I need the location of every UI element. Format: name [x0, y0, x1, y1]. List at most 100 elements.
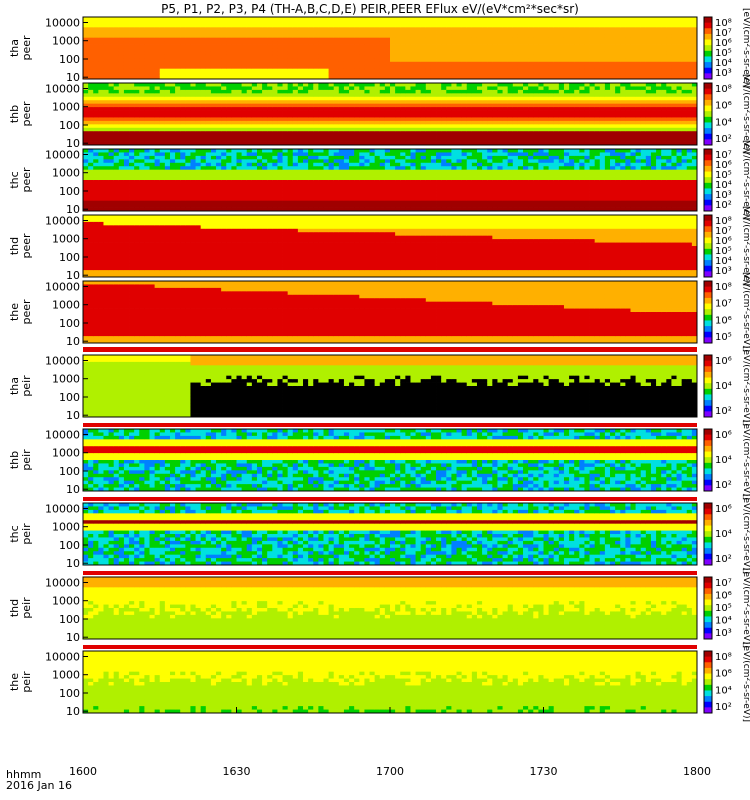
y-tick-label: 10: [66, 203, 80, 216]
panel-label-thc: thcpeer: [8, 167, 33, 193]
colorbar-tick-label: 10²: [715, 134, 732, 145]
colorbar-the-peer: [704, 281, 712, 344]
y-tick-label: 10000: [45, 577, 80, 590]
colorbar-tick-label: 10⁴: [715, 180, 732, 191]
spectrogram-panel-thc-peir: [83, 503, 698, 566]
y-tick-label: 1000: [52, 373, 80, 386]
colorbar-frame: [703, 428, 713, 492]
chart-title: P5, P1, P2, P3, P4 (TH-A,B,C,D,E) PEIR,P…: [40, 2, 700, 16]
colorbar-label: [eV/(cm²-s-sr-eV)]: [741, 642, 750, 722]
colorbar-tick-label: 10⁶: [715, 356, 732, 367]
colorbar-tick-label: 10⁷: [715, 150, 732, 161]
y-tick-label: 1000: [52, 669, 80, 682]
y-tick-label: 10000: [45, 355, 80, 368]
colorbar-frame: [703, 16, 713, 80]
colorbar-tick-label: 10⁸: [715, 652, 732, 663]
colorbar-tick-label: 10⁷: [715, 299, 732, 310]
colorbar-tick-label: 10⁵: [715, 603, 732, 614]
colorbar-label: [eV/(cm²-s-sr-eV)]: [741, 568, 750, 648]
spectrogram-panel-thb-peir: [83, 429, 698, 492]
colorbar-frame: [703, 502, 713, 566]
colorbar-tick-label: 10⁶: [715, 315, 732, 326]
y-tick-label: 100: [59, 539, 80, 552]
date-label: 2016 Jan 16: [6, 779, 72, 792]
y-tick-label: 100: [59, 391, 80, 404]
colorbar-tick-label: 10⁴: [715, 117, 732, 128]
y-tick-label: 10: [66, 269, 80, 282]
y-tick-label: 1000: [52, 595, 80, 608]
colorbar-tick-label: 10³: [715, 190, 732, 201]
colorbar-tick-label: 10⁸: [715, 282, 732, 293]
spectrogram-panel-thd-peer: [83, 215, 698, 278]
colorbar-frame: [703, 576, 713, 640]
y-tick-label: 10: [66, 631, 80, 644]
y-tick-label: 100: [59, 613, 80, 626]
colorbar-tick-label: 10²: [715, 406, 732, 417]
colorbar-the-peir: [704, 651, 712, 714]
y-tick-label: 1000: [52, 299, 80, 312]
colorbar-thc-peir: [704, 503, 712, 566]
colorbar-tick-label: 10⁸: [715, 216, 732, 227]
spectrogram-panel-tha-peer: [83, 17, 698, 80]
x-axis-label: hhmm: [6, 768, 41, 781]
y-tick-label: 100: [59, 465, 80, 478]
spectrogram-panel-thd-peir: [83, 577, 698, 640]
panel-frame-the-peer: [82, 280, 698, 344]
colorbar-thb-peer: [704, 83, 712, 146]
colorbar-tick-label: 10⁶: [715, 236, 732, 247]
panel-frame-tha-peer: [82, 16, 698, 80]
colorbar-tick-label: 10⁴: [715, 685, 732, 696]
x-tick-label: 1700: [376, 765, 404, 778]
colorbar-label: [eV/(cm²-s-sr-eV)]: [741, 8, 750, 88]
panel-frame-tha-peir: [82, 354, 698, 418]
quality-flag-bar: [83, 423, 697, 427]
spectrogram-panel-the-peer: [83, 281, 698, 344]
quality-flag-bar: [83, 347, 697, 352]
colorbar-tick-label: 10⁶: [715, 591, 732, 602]
y-tick-label: 100: [59, 687, 80, 700]
spectrogram-panel-thb-peer: [83, 83, 698, 146]
colorbar-thd-peir: [704, 577, 712, 640]
panel-label-thb: thbpeer: [8, 101, 33, 127]
x-tick-label: 1630: [223, 765, 251, 778]
colorbar-thb-peir: [704, 429, 712, 492]
panel-label-thb: thbpeir: [8, 449, 33, 471]
y-tick-label: 10000: [45, 429, 80, 442]
colorbar-tick-label: 10⁵: [715, 332, 732, 343]
colorbar-thc-peer: [704, 149, 712, 212]
colorbar-label: [eV/(cm²-s-sr-eV)]: [741, 140, 750, 220]
colorbar-tick-label: 10⁴: [715, 256, 732, 267]
colorbar-label: [eV/(cm²-s-sr-eV)]: [741, 494, 750, 574]
colorbar-tick-label: 10⁶: [715, 430, 732, 441]
y-tick-label: 100: [59, 119, 80, 132]
colorbar-label: [eV/(cm²-s-sr-eV)]: [741, 346, 750, 426]
panel-frame-thb-peir: [82, 428, 698, 492]
colorbar-tick-label: 10⁵: [715, 246, 732, 257]
panel-frame-thc-peer: [82, 148, 698, 212]
colorbar-tick-label: 10⁷: [715, 28, 732, 39]
panel-label-tha: thapeir: [8, 375, 33, 397]
y-tick-label: 100: [59, 53, 80, 66]
y-tick-label: 10: [66, 557, 80, 570]
panel-label-thc: thcpeir: [8, 523, 33, 545]
y-tick-label: 1000: [52, 35, 80, 48]
colorbar-tha-peir: [704, 355, 712, 418]
colorbar-tha-peer: [704, 17, 712, 80]
y-tick-label: 10000: [45, 215, 80, 228]
colorbar-tick-label: 10⁷: [715, 578, 732, 589]
y-tick-label: 10: [66, 137, 80, 150]
colorbar-thd-peer: [704, 215, 712, 278]
colorbar-tick-label: 10⁴: [715, 455, 732, 466]
quality-flag-bar: [83, 497, 697, 501]
y-tick-label: 1000: [52, 447, 80, 460]
y-tick-label: 100: [59, 185, 80, 198]
quality-flag-bar: [83, 571, 697, 575]
y-tick-label: 100: [59, 317, 80, 330]
y-tick-label: 1000: [52, 233, 80, 246]
y-tick-label: 1000: [52, 101, 80, 114]
y-tick-label: 10: [66, 483, 80, 496]
colorbar-tick-label: 10⁴: [715, 616, 732, 627]
colorbar-tick-label: 10⁸: [715, 84, 732, 95]
y-tick-label: 10000: [45, 651, 80, 664]
